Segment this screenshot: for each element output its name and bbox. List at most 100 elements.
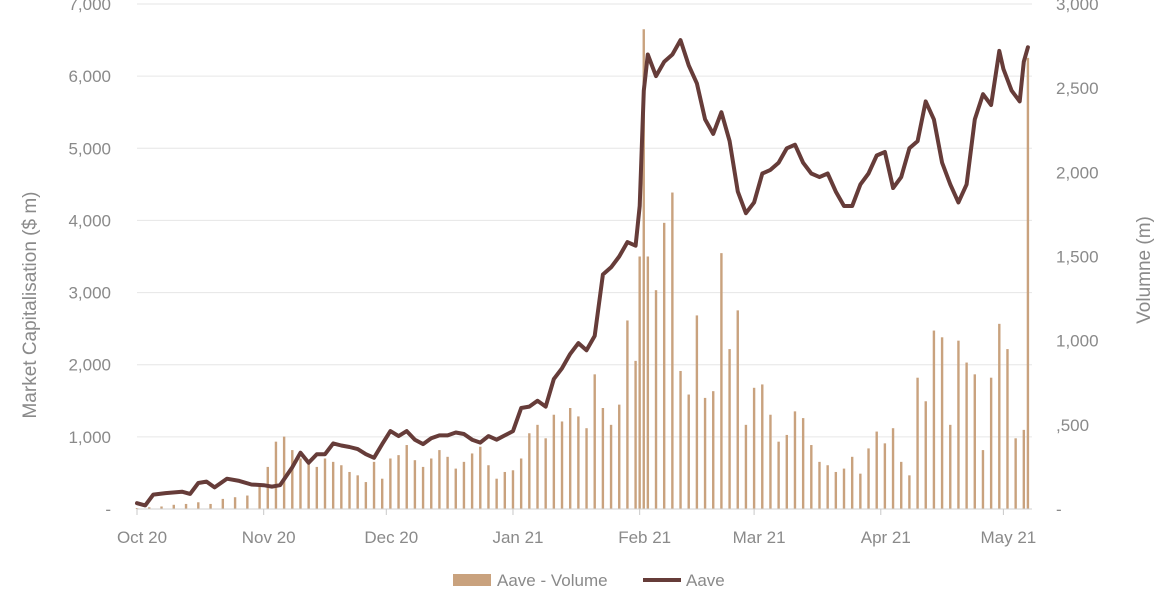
volume-bar bbox=[299, 458, 302, 509]
volume-bar bbox=[577, 416, 580, 509]
volume-bar bbox=[940, 337, 944, 509]
left-axis-title: Market Capitalisation ($ m) bbox=[20, 191, 41, 418]
volume-bar bbox=[462, 461, 466, 509]
right-tick-label: ,500 bbox=[1056, 416, 1089, 435]
volume-bar bbox=[752, 387, 756, 509]
volume-bar bbox=[372, 461, 376, 509]
volume-bar bbox=[552, 414, 556, 509]
volume-bar bbox=[246, 495, 249, 509]
right-axis-ticks: - ,500 1,000 1,500 2,000 2,500 3,000 bbox=[1056, 0, 1099, 519]
left-tick-label: 7,000 bbox=[68, 0, 111, 14]
x-tick-label: Mar 21 bbox=[733, 528, 786, 547]
x-tick-label: Jan 21 bbox=[492, 528, 543, 547]
volume-bar bbox=[184, 503, 188, 509]
volume-bar bbox=[671, 192, 674, 510]
volume-bar bbox=[503, 471, 507, 509]
volume-bar bbox=[381, 478, 384, 509]
legend-swatch-volume bbox=[453, 574, 491, 586]
volume-bar bbox=[981, 450, 985, 509]
volume-bar bbox=[340, 465, 343, 509]
volume-bar bbox=[593, 374, 596, 509]
volume-bar bbox=[585, 428, 588, 509]
volume-bar bbox=[487, 465, 490, 509]
volume-bar bbox=[397, 455, 400, 509]
volume-bar bbox=[720, 253, 723, 509]
volume-bar bbox=[221, 498, 225, 509]
volume-bar bbox=[834, 471, 838, 509]
volume-bar bbox=[323, 458, 327, 509]
volume-bar bbox=[454, 468, 457, 509]
volume-bar bbox=[148, 507, 151, 509]
volume-bar bbox=[703, 397, 707, 509]
volume-bar bbox=[282, 436, 286, 509]
volume-bar bbox=[826, 465, 829, 509]
volume-bar bbox=[859, 473, 862, 509]
volume-bar bbox=[568, 408, 572, 509]
left-tick-label: 5,000 bbox=[68, 139, 111, 158]
volume-bar bbox=[744, 424, 748, 509]
volume-bar bbox=[519, 458, 523, 509]
right-tick-label: - bbox=[1056, 500, 1062, 519]
volume-bar bbox=[430, 458, 433, 509]
volume-bar bbox=[413, 460, 417, 509]
right-tick-label: 1,500 bbox=[1056, 248, 1099, 267]
left-tick-label: 3,000 bbox=[68, 284, 111, 303]
volume-bars bbox=[135, 29, 1030, 510]
x-axis-ticks: Oct 20 Nov 20 Dec 20 Jan 21 Feb 21 Mar 21 Apr … bbox=[117, 508, 1037, 547]
volume-bar bbox=[642, 29, 645, 509]
volume-bar bbox=[307, 461, 310, 509]
volume-bar bbox=[1014, 438, 1017, 509]
volume-bar bbox=[810, 445, 813, 509]
volume-bar bbox=[695, 315, 699, 509]
volume-bar bbox=[761, 384, 764, 509]
volume-bar bbox=[266, 466, 269, 509]
volume-bar bbox=[356, 475, 359, 509]
volume-bar bbox=[438, 450, 441, 509]
volume-bar bbox=[818, 461, 821, 509]
volume-bar bbox=[160, 506, 163, 509]
volume-bar bbox=[883, 443, 887, 509]
volume-bar bbox=[197, 502, 200, 509]
x-tick-label: Feb 21 bbox=[618, 528, 671, 547]
right-tick-label: 2,500 bbox=[1056, 79, 1099, 98]
legend-label-volume: Aave - Volume bbox=[497, 571, 608, 590]
volume-bar bbox=[916, 377, 919, 509]
volume-bar bbox=[470, 453, 474, 509]
volume-bar bbox=[528, 433, 531, 509]
volume-bar bbox=[544, 438, 547, 509]
volume-bar bbox=[348, 471, 351, 509]
volume-bar bbox=[875, 431, 878, 509]
volume-bar bbox=[405, 445, 408, 509]
right-tick-label: 2,000 bbox=[1056, 163, 1099, 182]
volume-bar bbox=[315, 466, 319, 509]
volume-bar bbox=[793, 411, 797, 509]
volume-bar bbox=[560, 421, 564, 509]
volume-bar bbox=[618, 404, 621, 509]
left-axis-ticks: - 1,000 2,000 3,000 4,000 5,000 6,000 7,000 bbox=[68, 0, 111, 519]
volume-bar bbox=[646, 256, 650, 509]
volume-bar bbox=[924, 401, 927, 509]
aave-line bbox=[135, 38, 1030, 508]
volume-bar bbox=[662, 222, 666, 510]
legend-label-aave: Aave bbox=[686, 571, 725, 590]
left-tick-label: 4,000 bbox=[68, 211, 111, 230]
x-tick-label: May 21 bbox=[981, 528, 1037, 547]
legend-swatch-aave bbox=[643, 578, 681, 582]
volume-bar bbox=[209, 503, 212, 509]
volume-bar bbox=[842, 468, 846, 509]
volume-bar bbox=[274, 441, 278, 509]
volume-bar bbox=[511, 470, 515, 509]
left-tick-label: 2,000 bbox=[68, 356, 111, 375]
volume-bar bbox=[989, 377, 993, 509]
volume-bar bbox=[446, 456, 449, 509]
x-tick-label: Nov 20 bbox=[242, 528, 296, 547]
volume-bar bbox=[712, 391, 715, 509]
right-axis-title: Volumne (m) bbox=[1134, 216, 1155, 324]
left-tick-label: 6,000 bbox=[68, 67, 111, 86]
gridlines bbox=[137, 3, 1032, 510]
volume-bar bbox=[536, 424, 539, 509]
volume-bar bbox=[728, 349, 731, 509]
volume-bar bbox=[364, 482, 368, 509]
volume-bar bbox=[291, 450, 294, 509]
